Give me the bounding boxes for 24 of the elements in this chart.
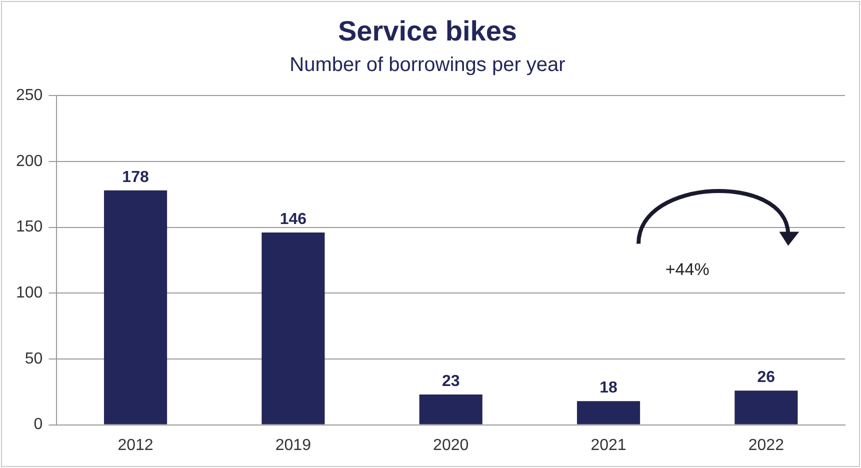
y-tick-label: 50: [24, 350, 43, 368]
bar: [419, 394, 482, 424]
x-tick-label: 2022: [748, 436, 784, 454]
annotation: +44%: [665, 260, 710, 279]
x-tick-label: 2020: [433, 436, 469, 454]
y-tick-label: 100: [16, 284, 43, 302]
data-label: 146: [280, 210, 307, 228]
y-tick-label: 0: [34, 416, 43, 434]
chart-subtitle: Number of borrowings per year: [290, 54, 566, 76]
bar: [734, 390, 798, 424]
bar: [262, 232, 325, 424]
x-tick-label: 2019: [275, 436, 312, 454]
data-label: 178: [122, 168, 149, 186]
x-tick-label: 2021: [590, 436, 626, 454]
data-label: 18: [600, 380, 618, 397]
x-tick-label: 2012: [118, 436, 154, 454]
bar: [104, 190, 168, 424]
chart-title: Service bikes: [338, 16, 518, 47]
y-tick-label: 200: [16, 152, 43, 170]
y-tick-label: 150: [16, 218, 43, 236]
bar: [576, 401, 640, 424]
data-label: 26: [757, 368, 776, 386]
data-label: 23: [442, 372, 460, 390]
y-tick-label: 250: [16, 87, 43, 104]
